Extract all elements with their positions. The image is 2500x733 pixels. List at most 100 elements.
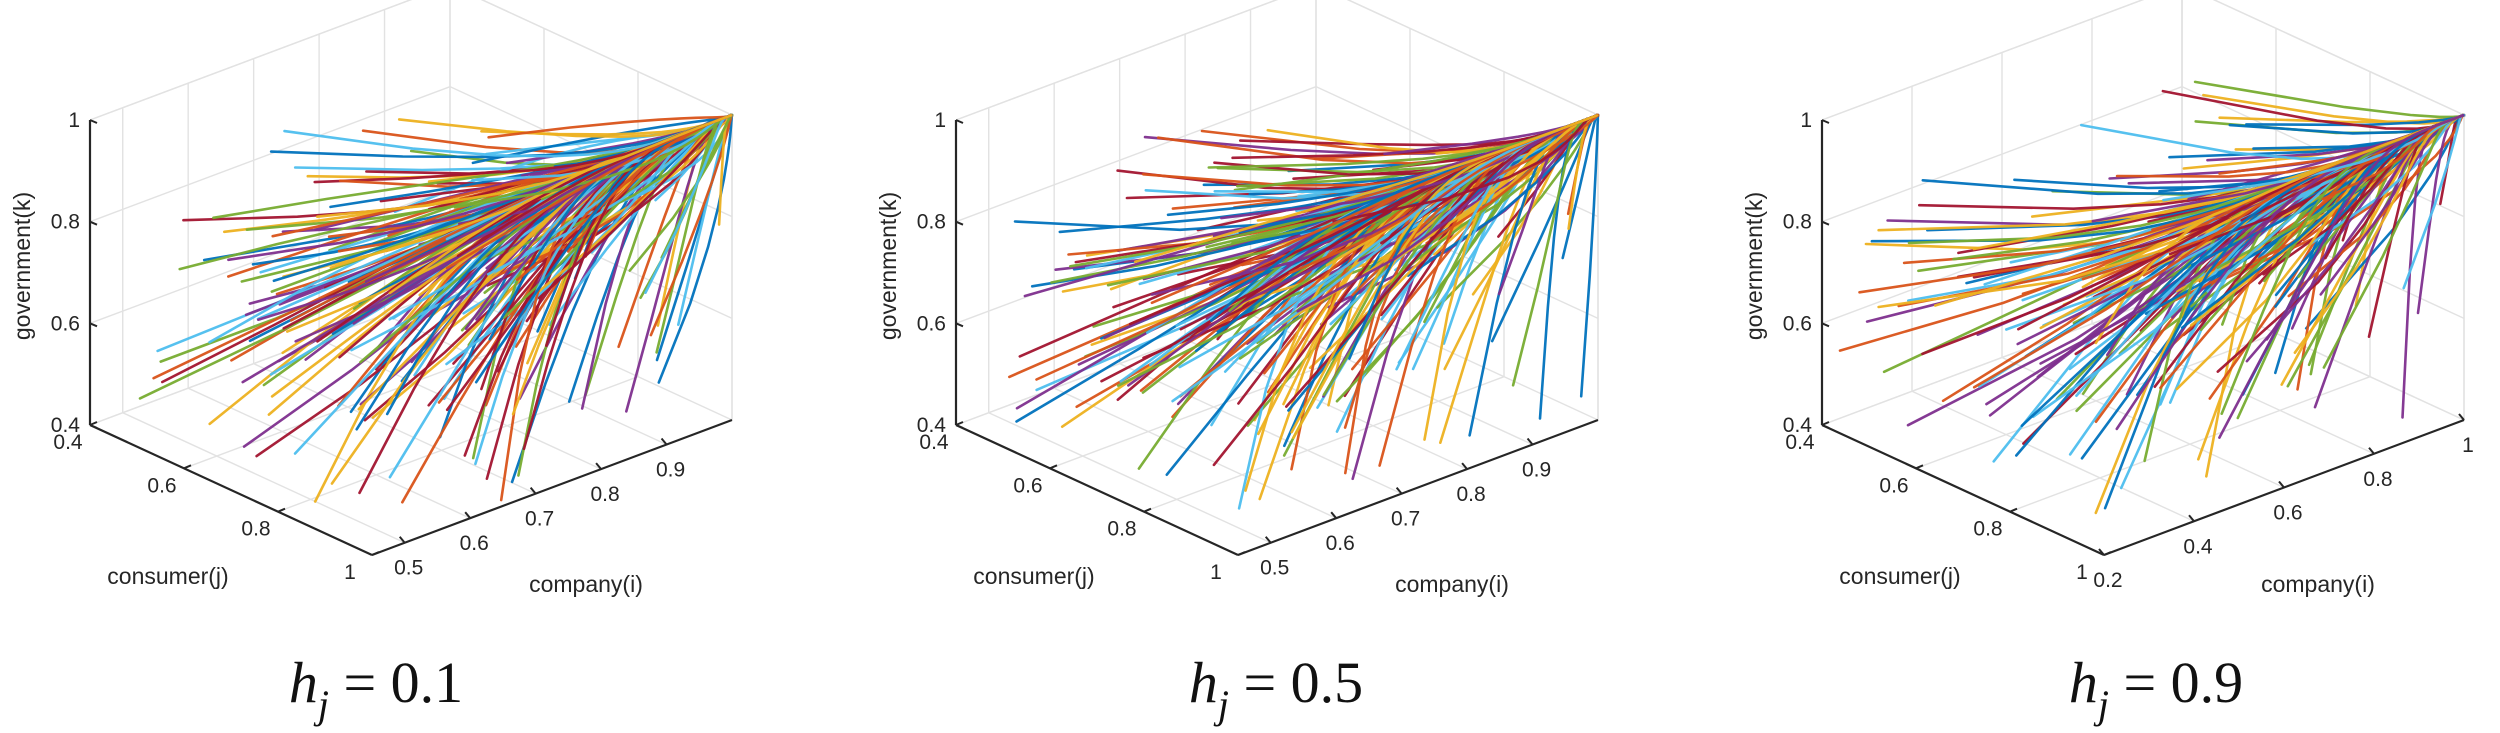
panel-1-x-tick-mark-0	[398, 536, 406, 544]
panel-2-y-tick-mark-2	[1143, 507, 1152, 513]
panel-3-grid-y-floor-2	[2009, 376, 2371, 513]
panel-1-z-tick-mark-0	[89, 424, 98, 429]
panel-1-trajectories	[138, 113, 734, 504]
panel-3: company(i) consumer(j) government(k) hj …	[1741, 0, 2474, 727]
panel-2-zlabel: government(k)	[875, 192, 901, 340]
panel-1-y-tick-label-1: 0.6	[147, 474, 176, 497]
panel-2-x-tick-mark-2	[1395, 486, 1403, 495]
panel-2-z-tick-mark-2	[955, 220, 964, 226]
panel-2-caption: hj = 0.5	[1189, 650, 1363, 727]
panel-3-caption-value: 0.9	[2171, 650, 2244, 715]
panel-2-trajectory-49	[1579, 113, 1600, 398]
panel-1-x-tick-mark-3	[595, 462, 602, 470]
panel-3-caption: hj = 0.9	[2069, 650, 2243, 727]
panel-2-y-tick-label-3: 1	[1210, 561, 1222, 584]
panel-1-grid-z-back-3	[89, 0, 412, 121]
panel-1-grid-x-floor-3	[318, 338, 602, 470]
panel-3-x-tick-label-2: 0.6	[2273, 502, 2302, 525]
panel-3-caption-eq: =	[2109, 650, 2171, 715]
panel-3-z-tick-label-0: 0.4	[1783, 414, 1813, 437]
panel-3-ylabel: consumer(j)	[1839, 563, 1960, 589]
panel-1-y-tick-mark-3	[371, 551, 380, 556]
panel-1-x-tick-label-1: 0.6	[460, 532, 489, 555]
panel-1-caption-var: h	[289, 650, 318, 715]
panel-3-y-axis-line	[1821, 424, 2105, 556]
panel-1-grid-x-floor-1	[187, 387, 471, 519]
panel-1-y-tick-mark-2	[277, 507, 286, 513]
panel-1-x-tick-mark-1	[464, 511, 471, 519]
panel-1-box-edge-4	[480, 0, 733, 116]
panel-1-box-edge-3	[89, 0, 412, 121]
panel-2-y-axis-line	[955, 424, 1239, 556]
panel-1-axes	[88, 119, 733, 557]
panel-3-x-tick-mark-0	[2098, 548, 2105, 556]
panel-2-y-tick-label-1: 0.6	[1013, 474, 1042, 497]
panel-3-trajectory-199	[2218, 114, 2465, 439]
panel-1-grid-z-back-2	[89, 86, 451, 223]
panel-2-caption-sub: j	[1213, 682, 1229, 727]
panel-2-x-tick-mark-0	[1264, 536, 1272, 544]
panel-2-z-tick-mark-1	[955, 322, 964, 328]
panel-1-grid-z-right-0	[449, 289, 733, 421]
panel-1-z-tick-label-2: 0.8	[51, 211, 80, 234]
panel-3-grid-x-floor-1	[1911, 390, 2195, 522]
panel-2-grid-z-right-3	[1346, 0, 1599, 116]
panel-3-z-tick-label-2: 0.8	[1783, 211, 1812, 234]
panel-2-y-tick-mark-3	[1237, 551, 1246, 556]
panel-1-y-axis-line	[89, 424, 373, 556]
panel-1-x-tick-label-2: 0.7	[525, 508, 554, 531]
panel-2-grid-y-floor-2	[1143, 376, 1505, 513]
panel-2-labels: company(i) consumer(j) government(k) hj …	[875, 109, 1551, 727]
panel-3-y-tick-label-3: 1	[2076, 561, 2088, 584]
panel-2-z-tick-mark-3	[955, 119, 964, 124]
panel-2-box-edge-4	[1346, 0, 1599, 116]
panel-2-x-tick-mark-4	[1526, 437, 1534, 446]
panel-2-z-tick-label-1: 0.6	[917, 312, 946, 335]
panel-2-xlabel: company(i)	[1395, 571, 1509, 597]
panel-1: company(i) consumer(j) government(k) hj …	[9, 0, 734, 727]
panel-3-y-tick-mark-2	[2009, 507, 2018, 513]
panel-1-caption-value: 0.1	[391, 650, 464, 715]
panel-1-y-tick-label-3: 1	[344, 561, 356, 584]
panel-2-x-tick-label-0: 0.5	[1260, 557, 1289, 580]
panel-2-caption-var: h	[1189, 650, 1218, 715]
panel-2-trajectories	[1008, 113, 1600, 510]
panel-1-y-tick-mark-1	[183, 464, 192, 470]
panel-3-box-edge-4	[2212, 0, 2465, 116]
panel-2-y-tick-mark-1	[1049, 464, 1058, 470]
panel-2-x-tick-mark-3	[1461, 462, 1468, 470]
panel-2-x-tick-mark-1	[1330, 511, 1337, 519]
panel-2-ylabel: consumer(j)	[973, 563, 1094, 589]
panel-2-x-tick-label-3: 0.8	[1456, 483, 1485, 506]
panel-3-y-tick-mark-1	[1915, 464, 1924, 470]
panel-1-z-tick-mark-1	[89, 322, 98, 328]
panel-1-grid-z-right-3	[480, 0, 733, 116]
panel-3-y-tick-label-2: 0.8	[1973, 518, 2002, 541]
panel-1-grid-y-floor-2	[277, 376, 639, 513]
panel-3-x-tick-label-4: 1	[2462, 434, 2474, 457]
panel-3-labels: company(i) consumer(j) government(k) hj …	[1741, 109, 2474, 727]
panel-1-y-tick-label-2: 0.8	[241, 518, 270, 541]
panel-2-y-tick-label-0: 0.4	[919, 431, 949, 454]
panel-3-x-tick-label-0: 0.2	[2093, 569, 2122, 592]
panel-1-grid-x-floor-0	[122, 412, 406, 544]
panel-1-zlabel: government(k)	[9, 192, 35, 340]
panel-2-caption-eq: =	[1229, 650, 1291, 715]
panel-2-z-tick-mark-0	[955, 424, 964, 429]
panel-2-box-edge-3	[955, 0, 1278, 121]
panel-3-grid-y-floor-1	[1915, 332, 2277, 469]
panel-1-y-tick-label-0: 0.4	[53, 431, 83, 454]
panel-2-x-tick-label-2: 0.7	[1391, 508, 1420, 531]
panel-3-y-tick-label-0: 0.4	[1785, 431, 1815, 454]
panel-2: company(i) consumer(j) government(k) hj …	[875, 0, 1600, 727]
panel-2-grid-x-floor-3	[1184, 338, 1468, 470]
panel-1-x-tick-label-0: 0.5	[394, 557, 423, 580]
panel-1-x-tick-label-3: 0.8	[590, 483, 619, 506]
panel-2-x-tick-label-1: 0.6	[1326, 532, 1355, 555]
panel-2-trajectory-219	[1134, 114, 1599, 264]
panel-1-x-axis-line	[371, 418, 733, 557]
panel-3-z-tick-label-3: 1	[1800, 109, 1812, 132]
panel-2-z-tick-label-0: 0.4	[917, 414, 947, 437]
panel-1-z-tick-mark-3	[89, 119, 98, 124]
